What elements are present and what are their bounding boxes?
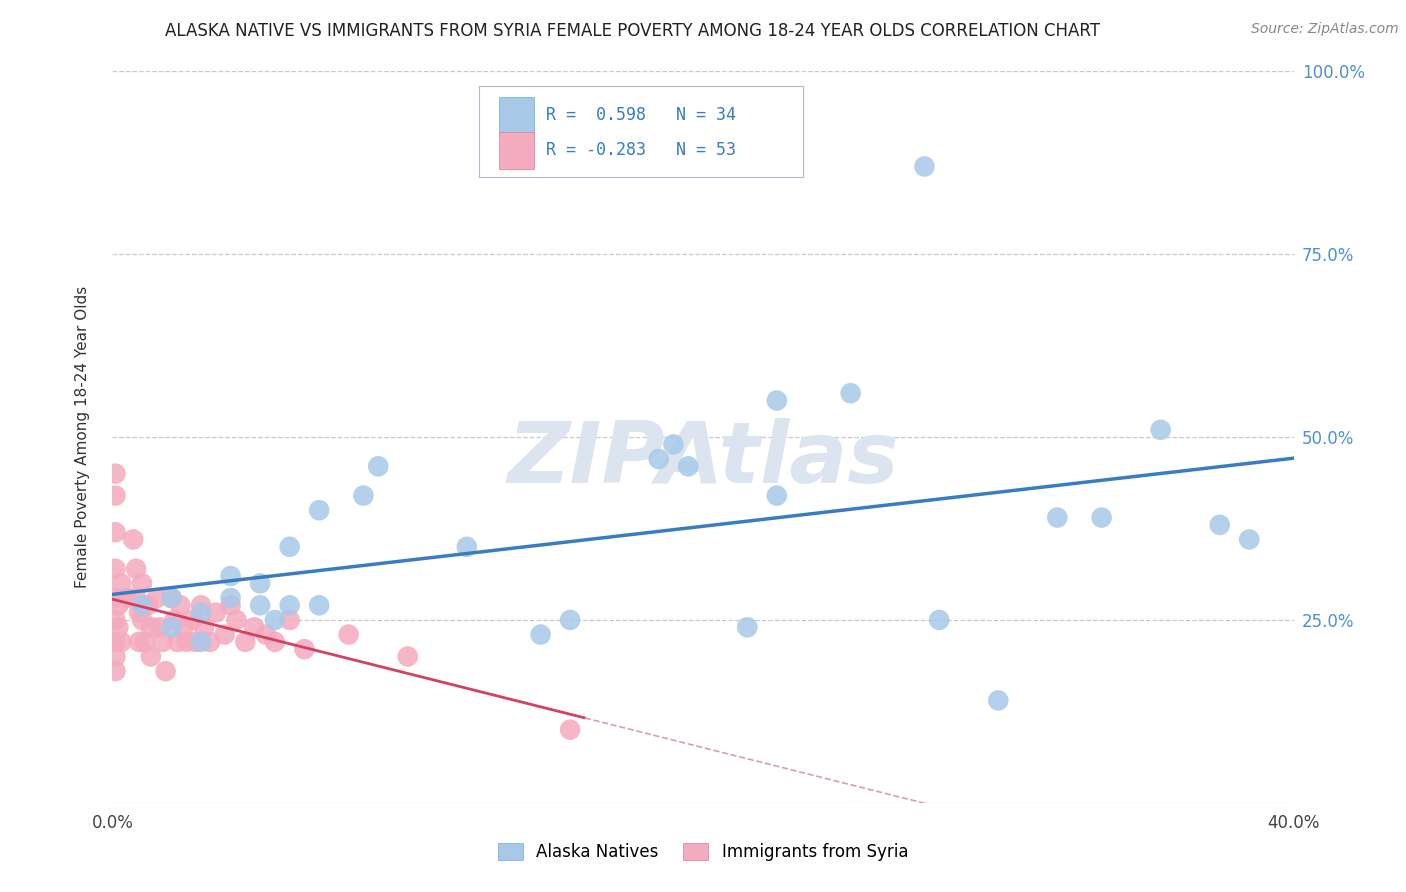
Point [308, 599, 330, 613]
Point [104, 467, 127, 481]
Point [367, 459, 389, 474]
Point [1091, 510, 1114, 524]
Point [172, 620, 194, 634]
Point [149, 620, 172, 634]
Point [1239, 533, 1261, 547]
Point [308, 503, 330, 517]
Point [558, 613, 582, 627]
Point [337, 627, 360, 641]
Point [292, 642, 315, 657]
Point [456, 540, 478, 554]
Point [278, 613, 301, 627]
Point [219, 599, 242, 613]
Point [117, 591, 138, 605]
Point [766, 393, 789, 408]
Point [737, 620, 759, 634]
Point [104, 525, 127, 540]
Point [662, 437, 685, 451]
Point [190, 606, 212, 620]
Point [198, 635, 221, 649]
Bar [499, 132, 534, 169]
Point [184, 635, 207, 649]
Point [225, 613, 247, 627]
Point [529, 627, 551, 641]
Point [264, 635, 287, 649]
Point [233, 635, 256, 649]
Point [104, 664, 127, 678]
Point [278, 540, 301, 554]
Point [152, 635, 174, 649]
Point [1208, 517, 1232, 532]
Point [139, 649, 162, 664]
Point [104, 649, 127, 664]
Legend: Alaska Natives, Immigrants from Syria: Alaska Natives, Immigrants from Syria [491, 836, 915, 868]
Point [243, 620, 266, 634]
Point [352, 489, 374, 503]
Point [174, 635, 197, 649]
Point [181, 613, 204, 627]
Point [249, 599, 271, 613]
Point [136, 599, 159, 613]
Point [678, 459, 700, 474]
Point [104, 613, 127, 627]
Point [190, 635, 212, 649]
Y-axis label: Female Poverty Among 18-24 Year Olds: Female Poverty Among 18-24 Year Olds [76, 286, 90, 588]
FancyBboxPatch shape [478, 86, 803, 178]
Bar [499, 97, 534, 134]
Point [166, 635, 188, 649]
Point [160, 591, 183, 605]
Text: Source: ZipAtlas.com: Source: ZipAtlas.com [1251, 22, 1399, 37]
Point [160, 620, 183, 634]
Point [131, 599, 153, 613]
Point [104, 591, 127, 605]
Text: ZIPAtlas: ZIPAtlas [508, 417, 898, 500]
Point [107, 620, 129, 634]
Point [146, 591, 169, 605]
Point [104, 489, 127, 503]
Point [160, 591, 183, 605]
Point [219, 569, 242, 583]
Point [128, 635, 150, 649]
Text: R =  0.598   N = 34: R = 0.598 N = 34 [546, 106, 735, 124]
Text: ALASKA NATIVE VS IMMIGRANTS FROM SYRIA FEMALE POVERTY AMONG 18-24 YEAR OLDS CORR: ALASKA NATIVE VS IMMIGRANTS FROM SYRIA F… [165, 22, 1101, 40]
Point [766, 489, 789, 503]
Point [139, 620, 162, 634]
Point [558, 723, 582, 737]
Point [396, 649, 419, 664]
Point [928, 613, 950, 627]
Point [125, 591, 148, 605]
Point [155, 664, 177, 678]
Point [193, 620, 215, 634]
Point [131, 576, 153, 591]
Point [104, 635, 127, 649]
Point [264, 613, 287, 627]
Point [839, 386, 862, 401]
Point [122, 533, 145, 547]
Point [254, 627, 277, 641]
Text: R = -0.283   N = 53: R = -0.283 N = 53 [546, 141, 735, 160]
Point [128, 606, 150, 620]
Point [205, 606, 228, 620]
Point [125, 562, 148, 576]
Point [134, 635, 156, 649]
Point [278, 599, 301, 613]
Point [219, 591, 242, 605]
Point [107, 599, 129, 613]
Point [987, 693, 1010, 707]
Point [1150, 423, 1173, 437]
Point [131, 613, 153, 627]
Point [104, 562, 127, 576]
Point [214, 627, 236, 641]
Point [110, 576, 132, 591]
Point [163, 613, 186, 627]
Point [190, 599, 212, 613]
Point [1046, 510, 1069, 524]
Point [249, 576, 271, 591]
Point [647, 452, 671, 467]
Point [110, 635, 132, 649]
Point [169, 599, 191, 613]
Point [914, 160, 936, 174]
